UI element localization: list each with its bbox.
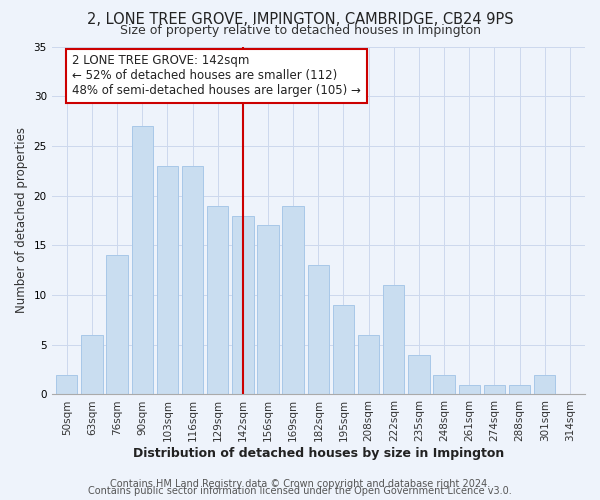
X-axis label: Distribution of detached houses by size in Impington: Distribution of detached houses by size … bbox=[133, 447, 504, 460]
Text: 2, LONE TREE GROVE, IMPINGTON, CAMBRIDGE, CB24 9PS: 2, LONE TREE GROVE, IMPINGTON, CAMBRIDGE… bbox=[86, 12, 514, 28]
Bar bbox=[433, 374, 455, 394]
Text: Contains public sector information licensed under the Open Government Licence v3: Contains public sector information licen… bbox=[88, 486, 512, 496]
Bar bbox=[131, 126, 153, 394]
Bar bbox=[458, 384, 480, 394]
Bar bbox=[207, 206, 229, 394]
Bar bbox=[283, 206, 304, 394]
Bar bbox=[358, 335, 379, 394]
Bar bbox=[56, 374, 77, 394]
Bar bbox=[81, 335, 103, 394]
Text: Size of property relative to detached houses in Impington: Size of property relative to detached ho… bbox=[119, 24, 481, 37]
Bar bbox=[308, 265, 329, 394]
Bar bbox=[383, 285, 404, 395]
Y-axis label: Number of detached properties: Number of detached properties bbox=[15, 128, 28, 314]
Bar bbox=[408, 354, 430, 395]
Bar bbox=[232, 216, 254, 394]
Bar bbox=[484, 384, 505, 394]
Bar bbox=[333, 305, 354, 394]
Bar bbox=[106, 256, 128, 394]
Bar bbox=[534, 374, 556, 394]
Bar bbox=[257, 226, 279, 394]
Bar bbox=[509, 384, 530, 394]
Text: Contains HM Land Registry data © Crown copyright and database right 2024.: Contains HM Land Registry data © Crown c… bbox=[110, 479, 490, 489]
Bar bbox=[182, 166, 203, 394]
Text: 2 LONE TREE GROVE: 142sqm
← 52% of detached houses are smaller (112)
48% of semi: 2 LONE TREE GROVE: 142sqm ← 52% of detac… bbox=[72, 54, 361, 98]
Bar bbox=[157, 166, 178, 394]
